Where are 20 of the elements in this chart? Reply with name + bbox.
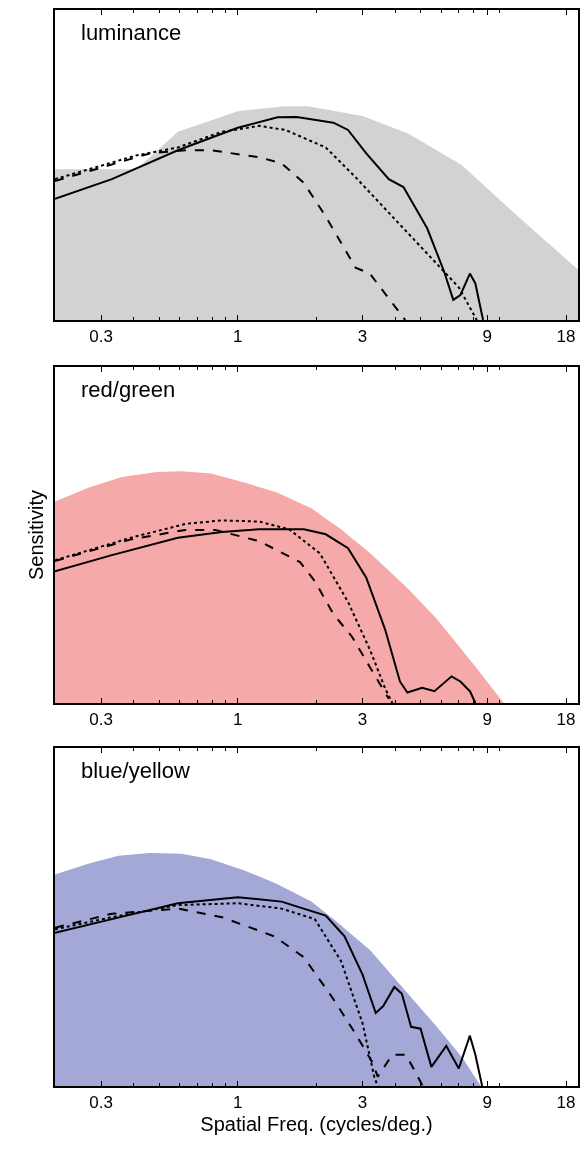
x-tick-label: 1 bbox=[233, 327, 243, 347]
chart-title: red/green bbox=[81, 377, 176, 402]
x-tick-label: 1 bbox=[233, 1093, 243, 1113]
chart-title: blue/yellow bbox=[81, 758, 190, 783]
x-tick-label: 9 bbox=[482, 1093, 493, 1113]
x-tick-label: 0.3 bbox=[89, 710, 113, 730]
x-tick-label: 3 bbox=[357, 710, 368, 730]
x-tick-label: 0.3 bbox=[89, 1093, 113, 1113]
y-axis-title: Sensitivity bbox=[25, 489, 48, 581]
x-tick-label: 0.3 bbox=[89, 327, 113, 347]
x-tick-label: 18 bbox=[556, 710, 576, 730]
x-tick-label: 18 bbox=[556, 1093, 576, 1113]
x-tick-label: 3 bbox=[357, 1093, 368, 1113]
x-tick-label: 9 bbox=[482, 710, 493, 730]
chart-title: luminance bbox=[81, 20, 182, 45]
x-axis-title: Spatial Freq. (cycles/deg.) bbox=[200, 1113, 433, 1136]
x-tick-label: 18 bbox=[556, 327, 576, 347]
x-tick-label: 9 bbox=[482, 327, 493, 347]
x-tick-label: 1 bbox=[233, 710, 243, 730]
x-tick-label: 3 bbox=[357, 327, 368, 347]
